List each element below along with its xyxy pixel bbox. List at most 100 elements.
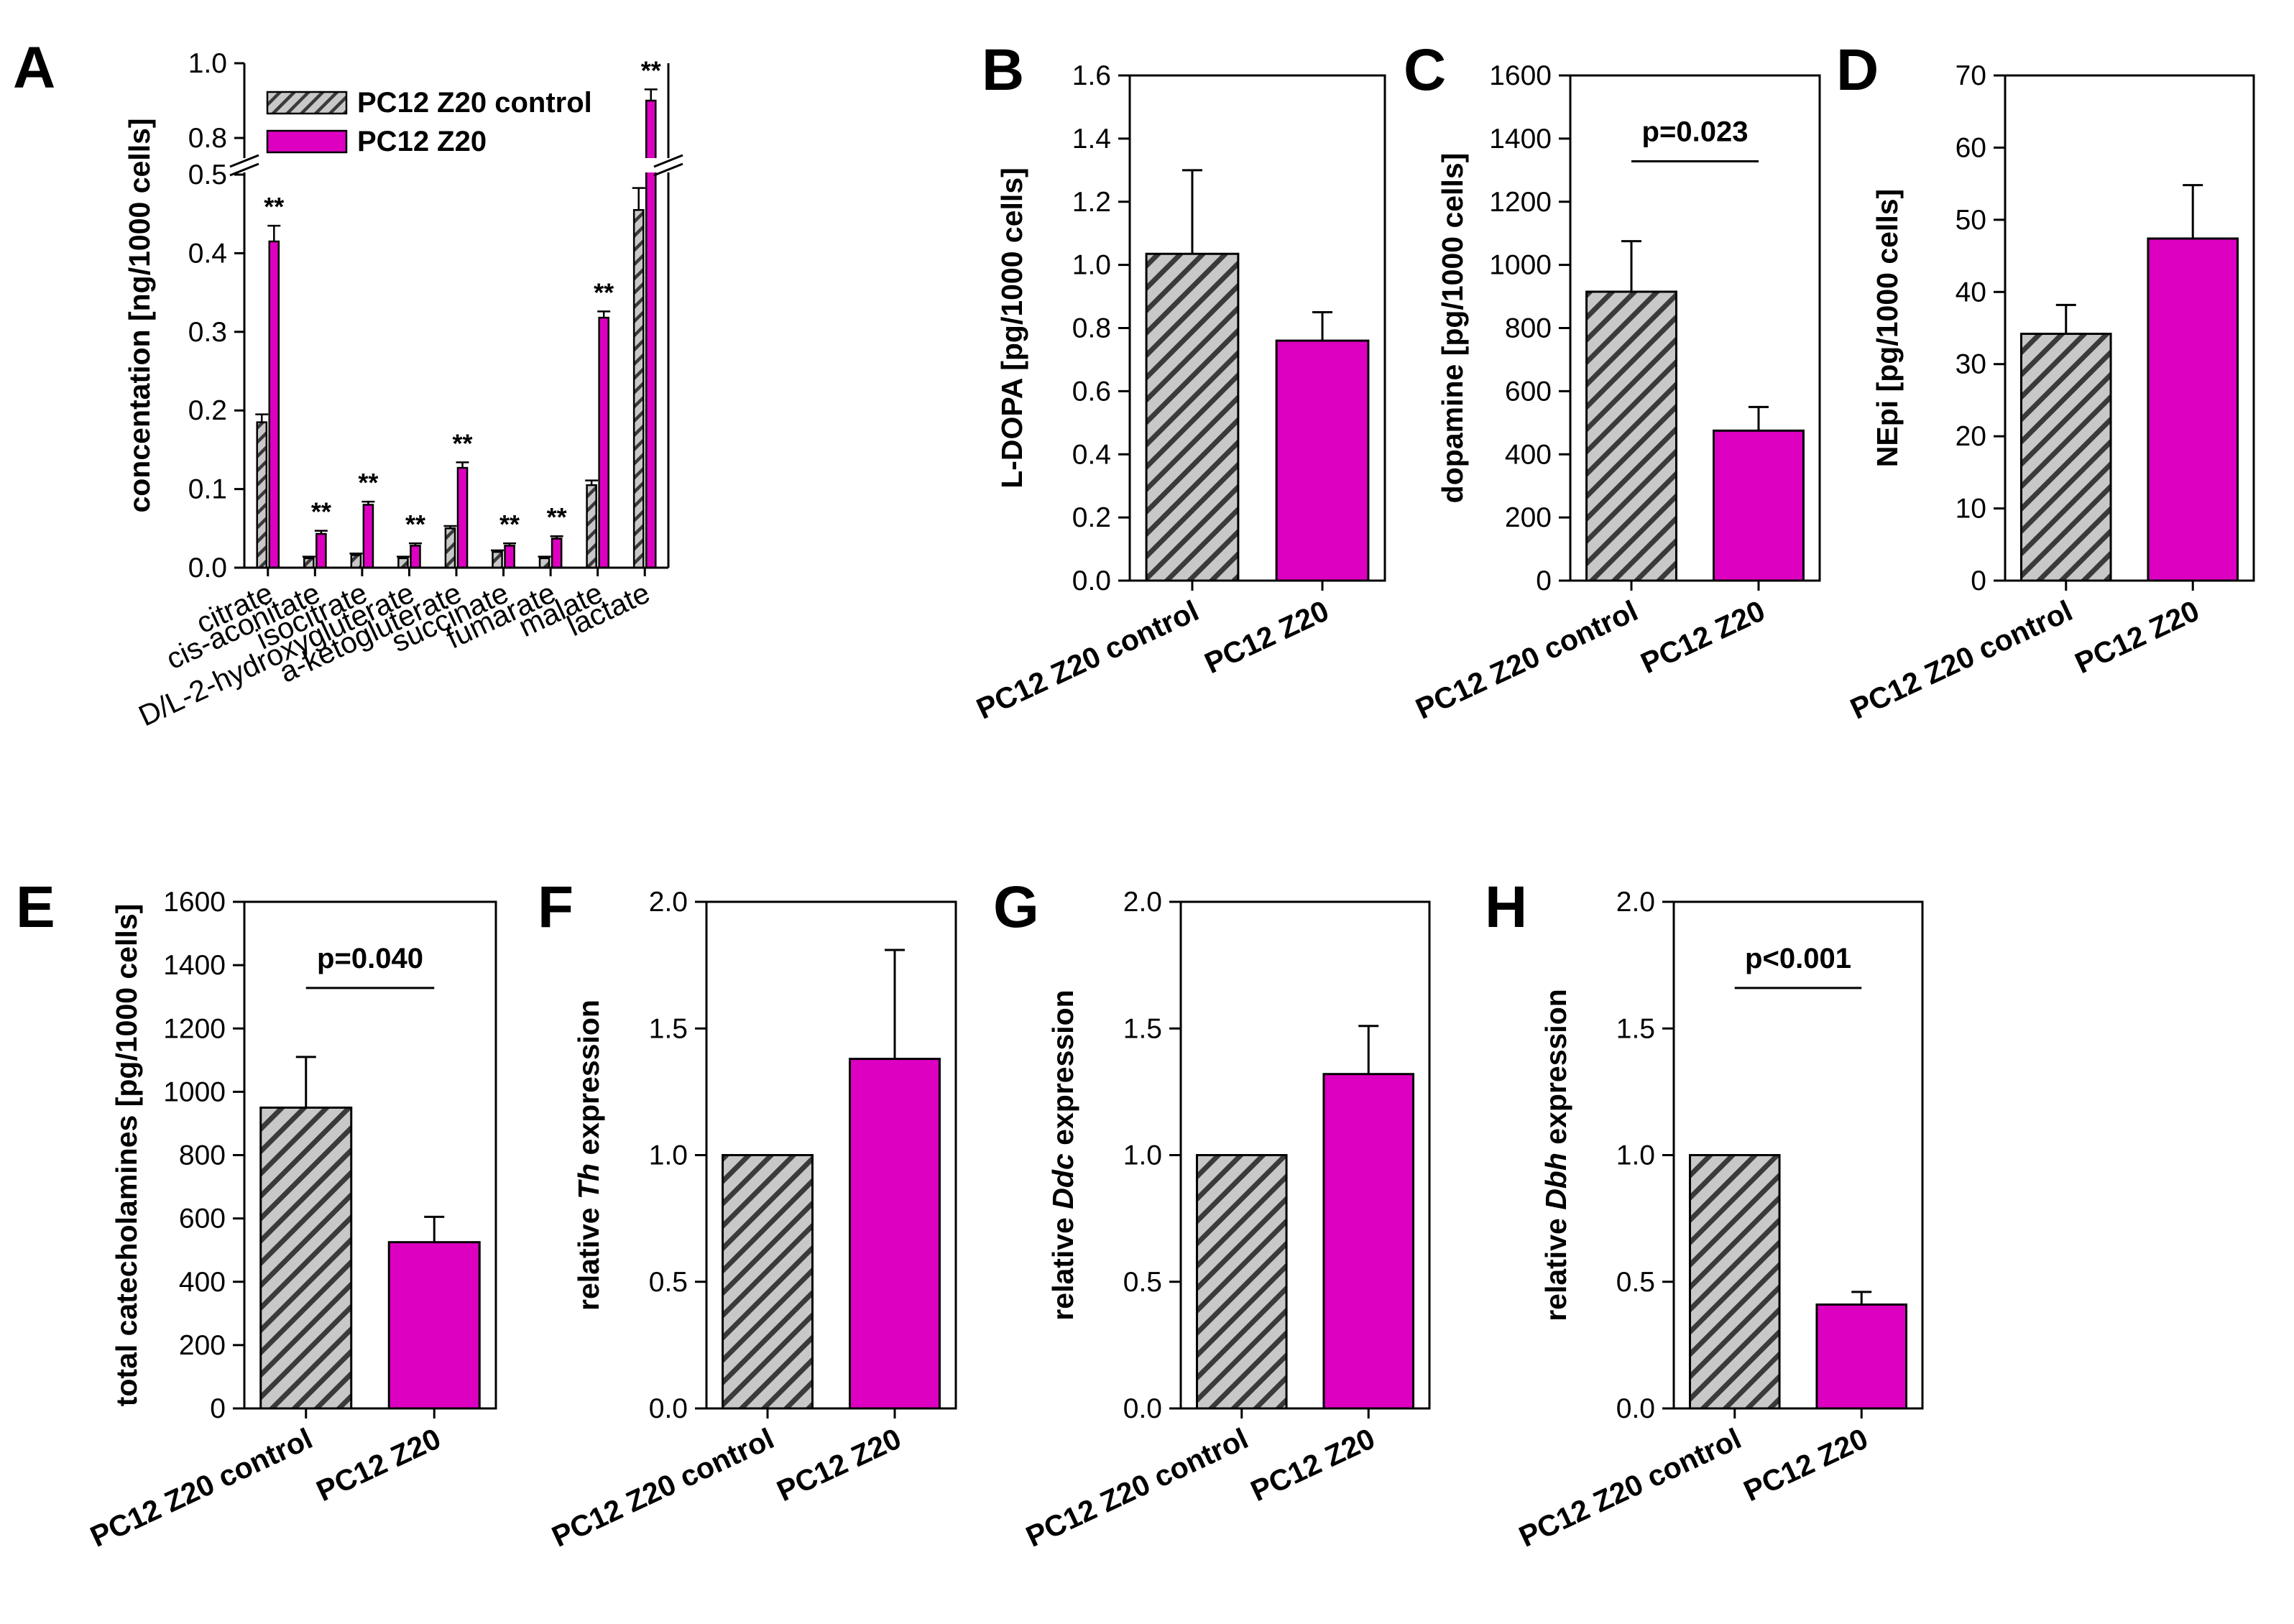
y-tick-label: 1.2 (1072, 187, 1111, 218)
panel-label: F (538, 875, 574, 940)
category-label: PC12 Z20 control (1021, 1421, 1253, 1553)
y-tick-label: 20 (1956, 421, 1986, 452)
significance-stars: ** (405, 509, 425, 539)
y-tick-label: 0.6 (1072, 376, 1111, 407)
y-tick-label: 0.0 (1123, 1393, 1162, 1424)
y-tick-label: 0.0 (188, 553, 227, 583)
bar-treated (410, 545, 421, 569)
bar-control (444, 527, 456, 569)
figure-root: A**citrate**cis-aconitate**isocitrate**D… (13, 35, 2255, 1554)
p-value-label: p=0.023 (1642, 116, 1749, 148)
bar-treated (315, 532, 327, 569)
bar-treated (387, 1241, 481, 1410)
significance-stars: ** (358, 468, 378, 497)
y-tick-label: 0.5 (188, 160, 227, 190)
y-tick-label: 1200 (1489, 187, 1552, 218)
bar-control (397, 557, 409, 569)
category-label: PC12 Z20 (1245, 1421, 1380, 1508)
bar-control (1145, 252, 1240, 582)
y-tick-label: 0.8 (188, 123, 227, 154)
panel-label: D (1836, 37, 1879, 103)
y-tick-label: 0.3 (188, 317, 227, 348)
panel-a: A**citrate**cis-aconitate**isocitrate**D… (13, 35, 690, 732)
y-tick-label: 1.0 (1616, 1140, 1655, 1171)
y-tick-label: 0.5 (649, 1267, 688, 1298)
y-tick-label: 1.0 (1123, 1140, 1162, 1171)
y-tick-label: 400 (179, 1267, 226, 1298)
bar-treated (551, 538, 563, 569)
plot-frame (2004, 74, 2255, 582)
y-axis-title-part: relative (1539, 1210, 1572, 1321)
bar-control (538, 557, 551, 569)
bar-treated (456, 466, 469, 569)
axis-break-gap (223, 158, 690, 172)
y-axis-title-part: relative (1046, 1209, 1079, 1321)
y-tick-label: 0.4 (1072, 439, 1111, 470)
significance-stars: ** (499, 509, 520, 539)
y-axis-title: concentation [ng/1000 cells] (123, 118, 156, 512)
bar-treated (1815, 1303, 1908, 1410)
category-label: PC12 Z20 (772, 1421, 906, 1508)
bar-control (350, 554, 362, 569)
y-tick-label: 1.4 (1072, 124, 1111, 154)
gene-name: Dbh (1539, 1153, 1572, 1210)
bar-treated (849, 1058, 941, 1410)
y-axis-title: total catecholamines [pg/1000 cells] (110, 904, 143, 1407)
category-label: PC12 Z20 (1199, 594, 1334, 680)
y-tick-label: 0.1 (188, 474, 227, 505)
significance-stars: ** (453, 428, 473, 458)
y-tick-label: 0.2 (1072, 502, 1111, 533)
y-tick-label: 0.8 (1072, 313, 1111, 344)
y-tick-label: 40 (1956, 277, 1986, 308)
y-axis-title: relative Ddc expression (1046, 989, 1079, 1320)
category-label: PC12 Z20 control (1411, 594, 1643, 725)
y-tick-label: 0.5 (1123, 1267, 1162, 1298)
y-tick-label: 1600 (163, 887, 226, 918)
y-tick-label: 1200 (163, 1013, 226, 1044)
panel-label: E (16, 875, 55, 940)
gene-name: Th (572, 1163, 605, 1199)
category-label: PC12 Z20 (1738, 1421, 1873, 1508)
y-axis-title: dopamine [pg/1000 cells] (1436, 153, 1469, 504)
category-label: PC12 Z20 control (86, 1421, 318, 1553)
y-tick-label: 1.0 (649, 1140, 688, 1171)
y-tick-label: 1000 (163, 1076, 226, 1107)
axis-break-mark (653, 162, 683, 177)
y-axis-title: NEpi [pg/1000 cells] (1871, 189, 1904, 467)
panel-label: C (1404, 37, 1446, 103)
bar-treated (2147, 237, 2239, 582)
bar-control (722, 1154, 814, 1410)
y-tick-label: 400 (1505, 439, 1552, 470)
y-tick-label: 1.5 (649, 1013, 688, 1044)
bar-control (632, 208, 645, 569)
y-tick-label: 800 (179, 1140, 226, 1171)
y-tick-label: 0.0 (649, 1393, 688, 1424)
bar-control (2019, 333, 2112, 582)
y-tick-label: 1.0 (1072, 250, 1111, 281)
y-tick-label: 0 (1971, 566, 1986, 596)
y-axis-title-part: expression (1539, 989, 1572, 1153)
y-tick-label: 0.2 (188, 395, 227, 426)
y-tick-label: 1.5 (1123, 1013, 1162, 1044)
y-tick-label: 2.0 (1123, 887, 1162, 918)
legend-swatch-treated (266, 129, 348, 154)
y-axis-title-part: relative (572, 1199, 605, 1311)
y-tick-label: 1.0 (188, 48, 227, 79)
y-tick-label: 30 (1956, 349, 1986, 380)
y-tick-label: 800 (1505, 313, 1552, 344)
y-axis-title: relative Th expression (572, 1000, 605, 1311)
bar-control (259, 1106, 353, 1410)
bar-treated (504, 545, 515, 569)
category-label: PC12 Z20 control (972, 594, 1204, 725)
panel-label: G (993, 875, 1039, 940)
bar-control (1195, 1154, 1288, 1410)
axis-break-mark (653, 154, 683, 168)
y-tick-label: 0.0 (1616, 1393, 1655, 1424)
significance-stars: ** (547, 502, 567, 532)
y-tick-label: 1000 (1489, 250, 1552, 281)
significance-stars: ** (264, 192, 284, 221)
y-axis-title-part: expression (572, 1000, 605, 1163)
